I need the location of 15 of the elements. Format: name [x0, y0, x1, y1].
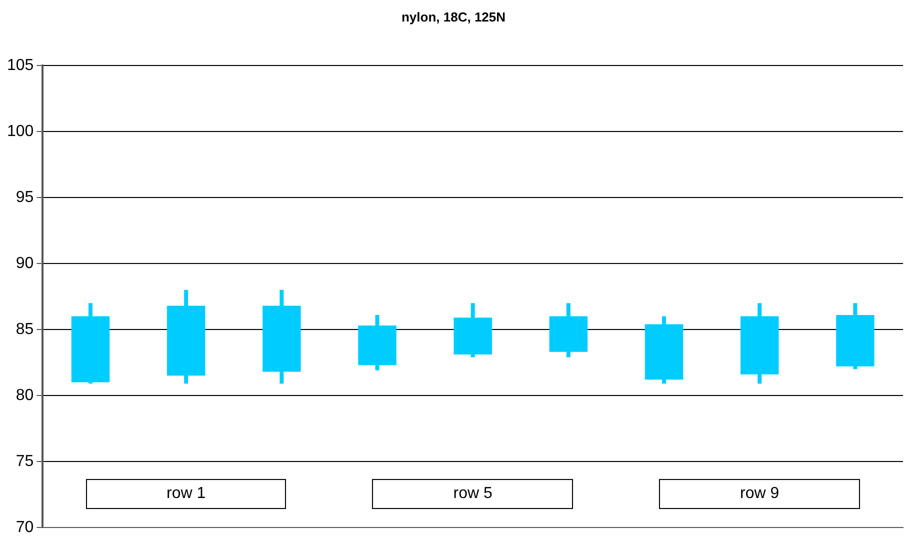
y-tick-label: 100 [6, 122, 34, 140]
y-tick-label: 105 [6, 57, 34, 74]
text-box: row 5 [372, 479, 574, 510]
y-tick-label: 90 [16, 254, 34, 272]
annotation: row 9 [740, 485, 780, 504]
y-tick-label: 75 [16, 452, 34, 470]
y-tick-label: 70 [16, 518, 34, 536]
annotation: row 5 [453, 485, 492, 504]
y-tick-label: 85 [16, 320, 34, 338]
text-box: row 9 [659, 479, 860, 510]
y-tick-label: 95 [16, 188, 34, 206]
chart-title: nylon, 18C, 125N [401, 9, 506, 24]
annotation: row 1 [166, 485, 206, 504]
text-box: row 1 [86, 479, 286, 510]
y-tick-label: 80 [16, 386, 34, 404]
